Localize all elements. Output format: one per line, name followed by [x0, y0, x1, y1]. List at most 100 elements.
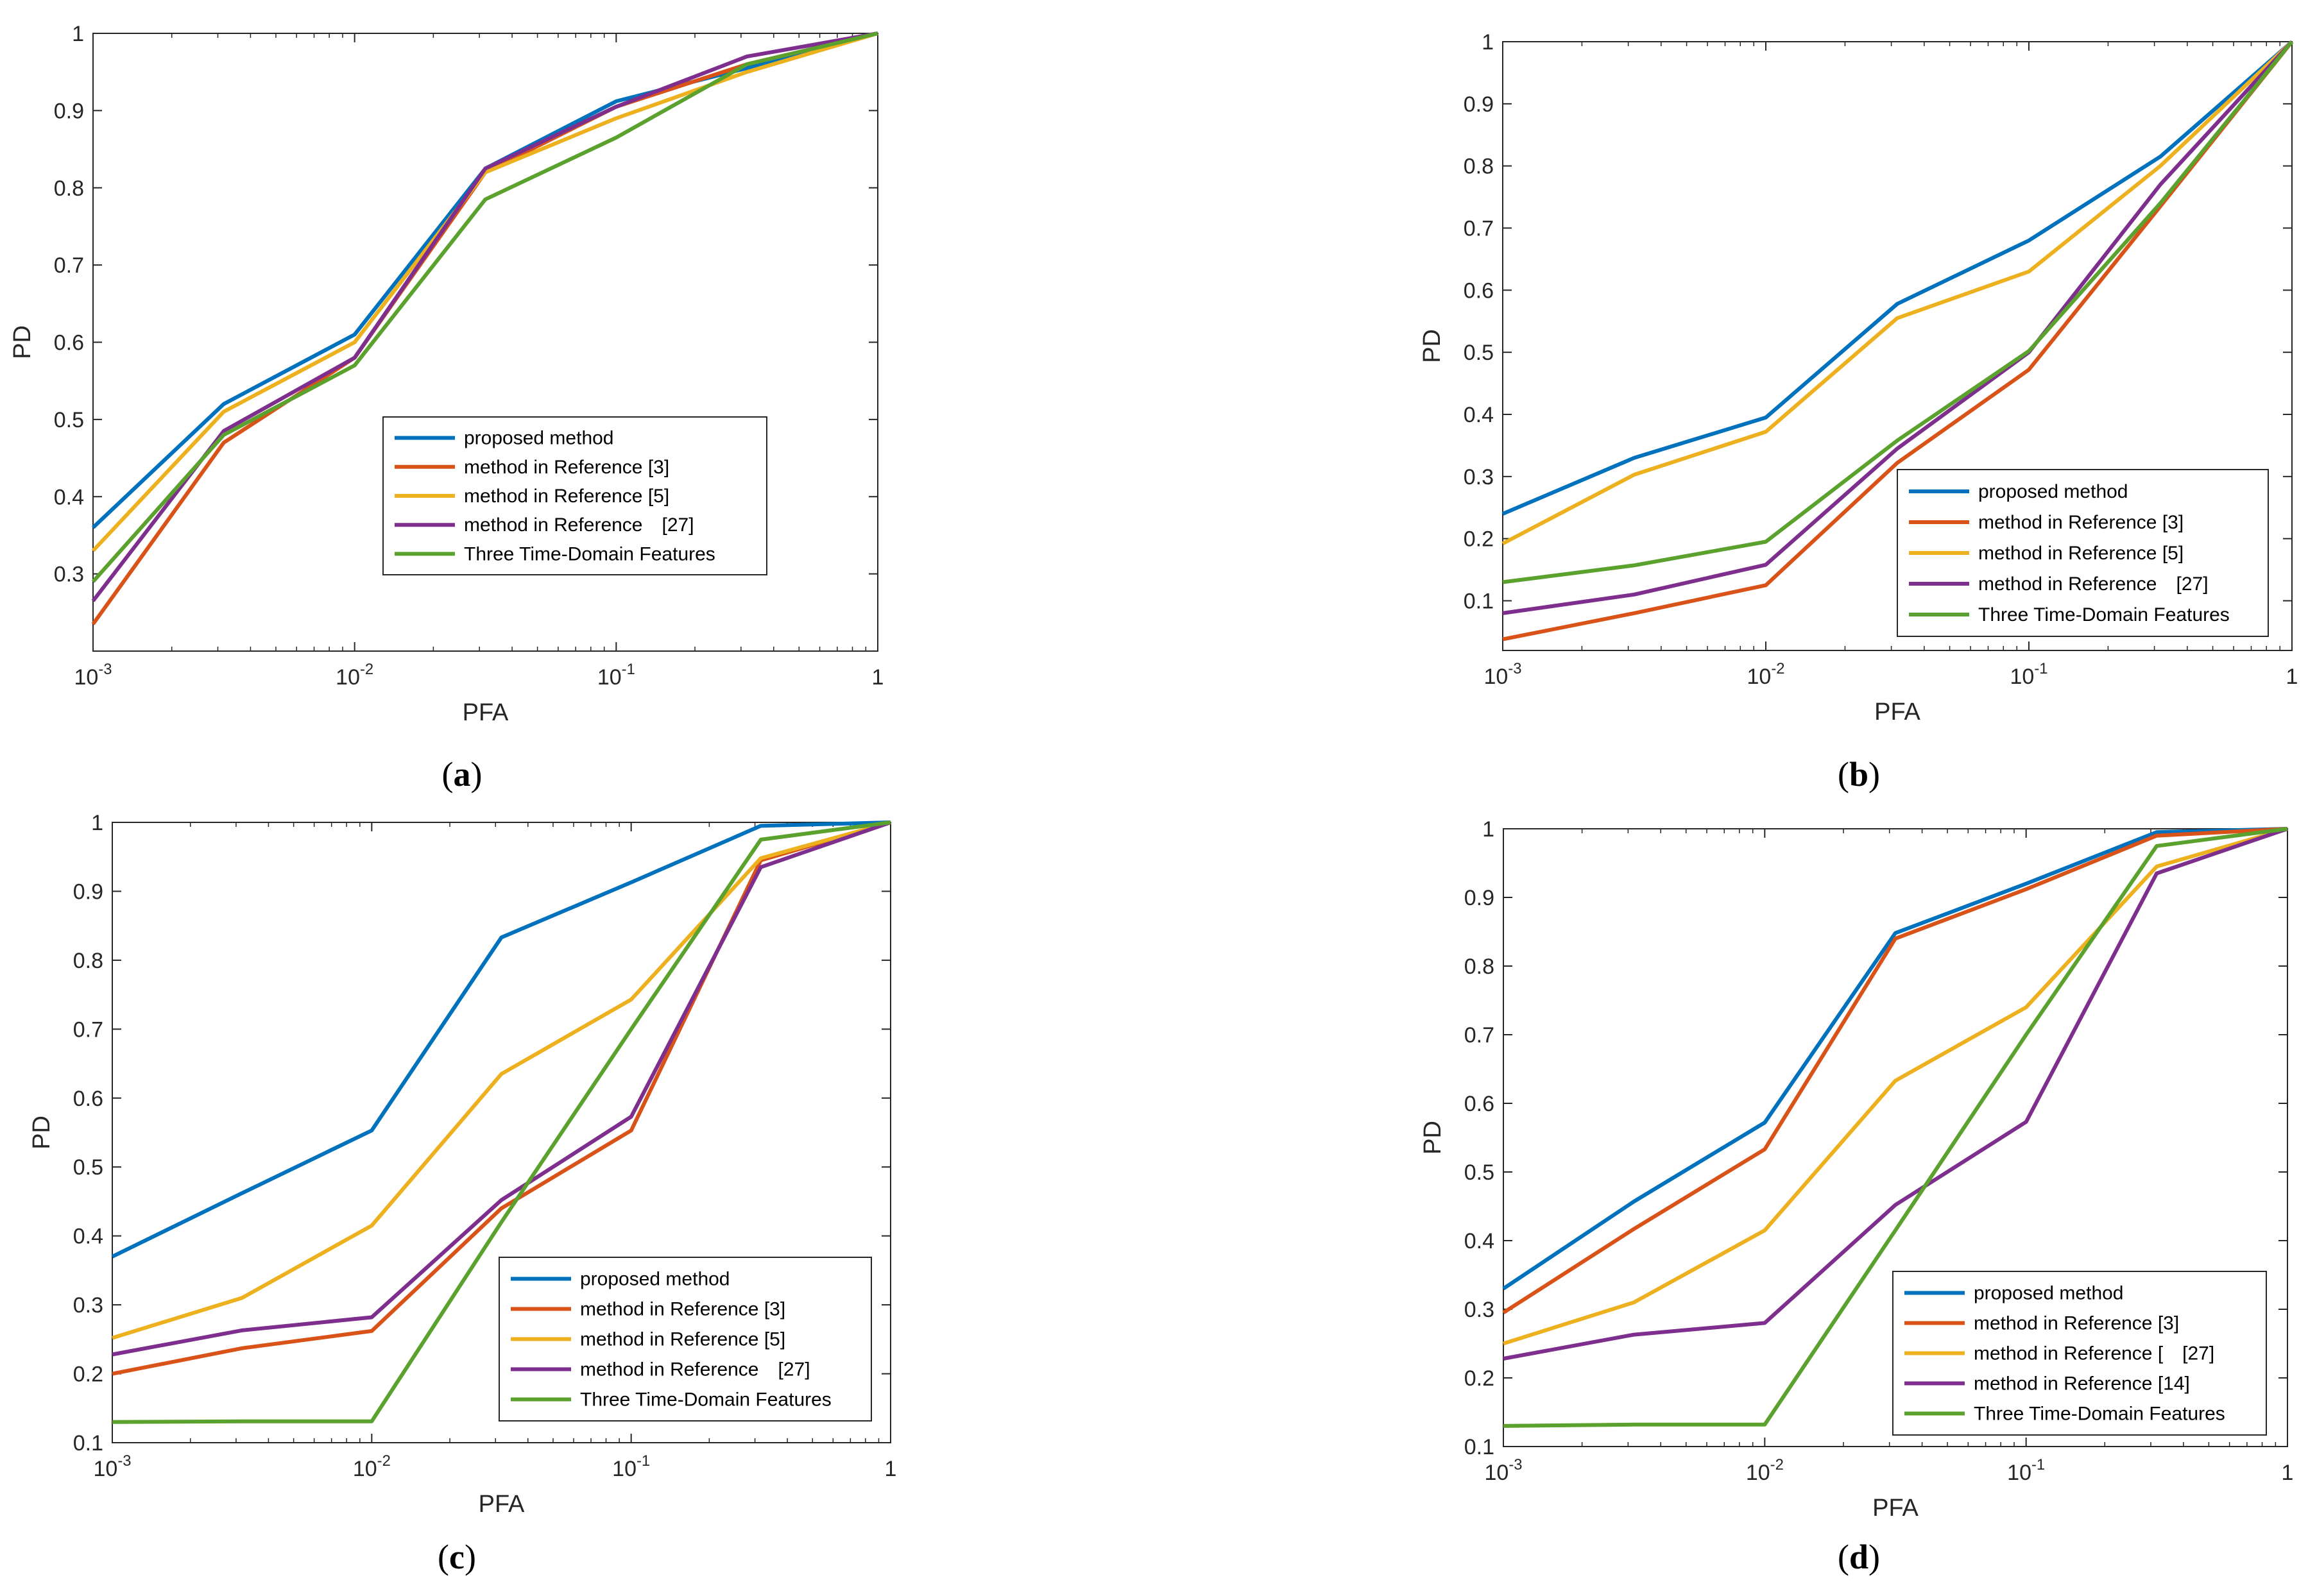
- series-line-3: [91, 31, 878, 552]
- y-tick-label: 0.4: [73, 1225, 103, 1249]
- legend-entry: proposed method: [1978, 481, 2128, 502]
- panel-label-part: (: [442, 755, 454, 794]
- x-tick-base: 10: [1484, 665, 1509, 689]
- legend-entry: method in Reference [5]: [1978, 543, 2184, 564]
- panel-label-part: c: [449, 1538, 465, 1576]
- series-line-3: [112, 820, 891, 1340]
- chart-legend: proposed method method in Reference [3] me…: [1892, 1271, 2267, 1436]
- x-tick-exponent: -2: [377, 1452, 391, 1470]
- series-line-5: [91, 31, 878, 583]
- y-tick-label: 0.3: [1464, 1298, 1494, 1322]
- y-axis-label: PD: [1419, 1121, 1446, 1155]
- y-tick-label: 1: [1482, 30, 1494, 55]
- y-tick-label: 1: [72, 22, 84, 46]
- series-line-1: [1501, 40, 2293, 516]
- chart-panel-a: 10-3 10-2 10-1 10.30.40.50.60.70.80.91PFAPD…: [9, 22, 884, 794]
- x-tick-base: 10: [1746, 1461, 1770, 1485]
- panel-label-part: ): [1868, 1538, 1880, 1576]
- x-tick-base: 1: [885, 1457, 897, 1481]
- x-axis-label: PFA: [1872, 1495, 1919, 1522]
- y-tick-label: 0.3: [1464, 465, 1494, 489]
- y-axis-label: PD: [9, 325, 36, 359]
- legend-entry: method in Reference [3]: [464, 457, 669, 478]
- y-tick-label: 0.9: [73, 879, 103, 904]
- legend-entry: method in Reference [ [27]: [1974, 1343, 2214, 1364]
- x-tick-label: 1: [2286, 665, 2298, 689]
- panel-label-part: ): [465, 1538, 476, 1576]
- x-tick-exponent: -3: [1509, 1456, 1522, 1473]
- x-tick-label: 10-3: [94, 1452, 132, 1481]
- y-tick-label: 0.3: [73, 1293, 103, 1318]
- series-line-4: [112, 820, 891, 1357]
- legend-entry: proposed method: [1974, 1283, 2124, 1304]
- x-tick-label: 10-2: [353, 1452, 391, 1481]
- x-tick-label: 10-1: [612, 1452, 650, 1481]
- x-tick-base: 1: [872, 665, 884, 690]
- y-tick-label: 0.5: [54, 408, 84, 432]
- x-tick-label: 10-3: [1485, 1456, 1523, 1485]
- x-tick-label: 1: [2282, 1461, 2294, 1485]
- y-tick-label: 1: [91, 811, 103, 835]
- y-tick-label: 0.7: [54, 253, 84, 278]
- panel-label: (d): [1838, 1538, 1880, 1576]
- x-tick-exponent: -1: [2034, 660, 2047, 677]
- y-tick-label: 0.6: [1464, 278, 1494, 303]
- panel-label-part: ): [1868, 755, 1880, 794]
- x-tick-label: 10-2: [1747, 660, 1785, 689]
- panel-label: (b): [1838, 755, 1880, 794]
- legend-entry: proposed method: [580, 1269, 730, 1290]
- legend-entry: method in Reference [27]: [1978, 573, 2209, 595]
- x-tick-base: 10: [336, 665, 360, 690]
- y-tick-label: 0.8: [54, 176, 84, 201]
- legend-entry: method in Reference [3]: [580, 1299, 785, 1320]
- x-tick-exponent: -3: [117, 1452, 131, 1470]
- chart-legend: proposed method method in Reference [3] me…: [499, 1257, 872, 1422]
- panel-label: (c): [438, 1538, 476, 1576]
- x-tick-exponent: -1: [622, 661, 635, 678]
- y-tick-label: 0.5: [1464, 341, 1494, 365]
- legend-entry: Three Time-Domain Features: [464, 543, 715, 565]
- x-tick-base: 1: [2282, 1461, 2294, 1485]
- x-tick-exponent: -2: [360, 661, 373, 678]
- x-tick-label: 10-2: [1746, 1456, 1784, 1485]
- x-tick-exponent: -2: [1770, 1456, 1784, 1473]
- x-tick-exponent: -3: [98, 661, 112, 678]
- y-tick-label: 0.8: [1464, 955, 1494, 979]
- y-tick-label: 0.2: [1464, 527, 1494, 552]
- legend-entry: method in Reference [5]: [464, 486, 669, 507]
- x-tick-label: 1: [872, 665, 884, 690]
- y-tick-label: 0.1: [73, 1431, 103, 1456]
- series-line-5: [112, 820, 891, 1424]
- series-line-2: [1502, 827, 2288, 1314]
- chart-panel-c: 10-3 10-2 10-1 10.10.20.30.40.50.60.70.80.9…: [28, 811, 896, 1576]
- series-line-4: [1502, 40, 2294, 615]
- y-tick-label: 0.4: [1464, 403, 1494, 427]
- x-tick-exponent: -3: [1508, 660, 1521, 677]
- legend-entry: method in Reference [5]: [580, 1329, 785, 1350]
- x-tick-exponent: -2: [1771, 660, 1784, 677]
- y-tick-label: 0.6: [1464, 1092, 1494, 1116]
- x-tick-exponent: -1: [2031, 1456, 2045, 1473]
- x-tick-base: 10: [74, 665, 99, 690]
- series-line-4: [1503, 827, 2288, 1361]
- y-tick-label: 0.2: [73, 1363, 103, 1387]
- x-tick-base: 10: [2007, 1461, 2031, 1485]
- x-tick-label: 10-1: [2007, 1456, 2045, 1485]
- y-tick-label: 0.8: [1464, 155, 1494, 179]
- x-tick-base: 1: [2286, 665, 2298, 689]
- panel-label-part: (: [438, 1538, 449, 1576]
- x-tick-base: 10: [353, 1457, 377, 1481]
- series-line-4: [91, 31, 878, 602]
- series-line-3: [1501, 40, 2294, 546]
- y-tick-label: 0.5: [73, 1155, 103, 1180]
- panel-label-part: (: [1838, 755, 1849, 794]
- y-tick-label: 0.4: [1464, 1229, 1494, 1253]
- y-tick-label: 0.9: [54, 99, 84, 123]
- x-tick-base: 10: [1747, 665, 1772, 689]
- legend-entry: method in Reference [27]: [580, 1359, 810, 1380]
- y-tick-label: 0.1: [1464, 1435, 1494, 1459]
- legend-entry: method in Reference [27]: [464, 514, 694, 536]
- chart-legend: proposed method method in Reference [3] me…: [382, 416, 767, 575]
- panel-label-part: a: [454, 755, 471, 794]
